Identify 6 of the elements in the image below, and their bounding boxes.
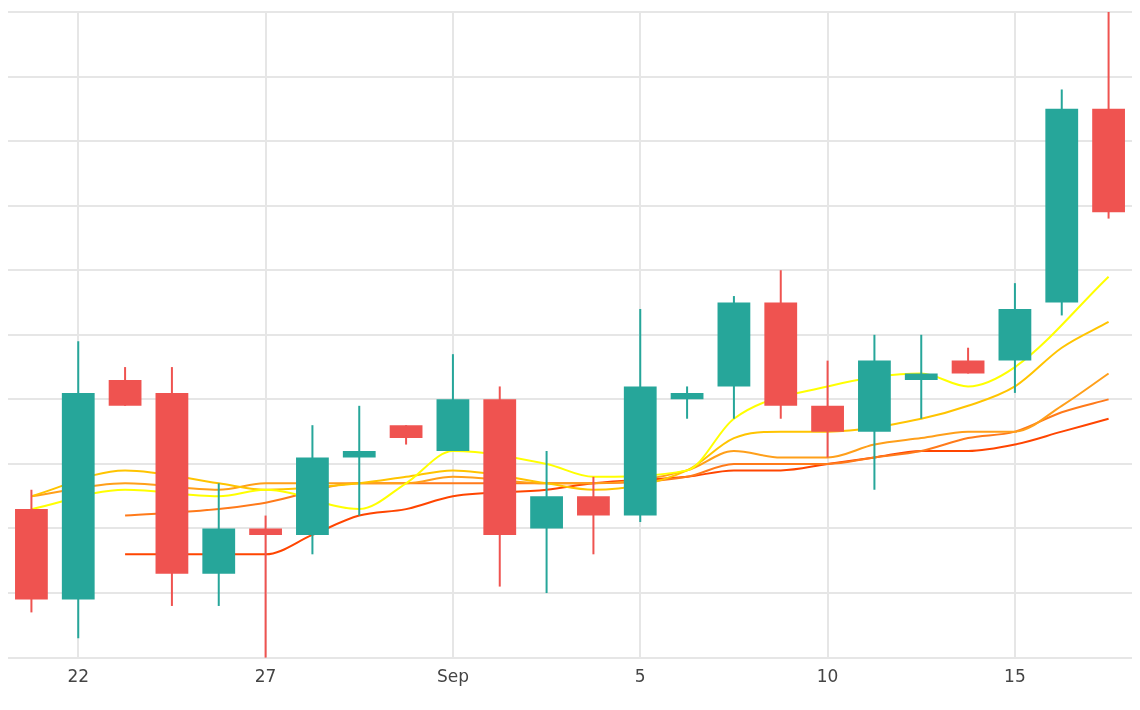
- x-tick-label: Sep: [436, 666, 469, 687]
- x-tick-label: 22: [67, 666, 90, 687]
- x-tick-label: 5: [634, 666, 646, 687]
- x-tick-label: 27: [254, 666, 277, 687]
- x-tick-label: 15: [1004, 666, 1026, 687]
- x-tick-label: 10: [816, 666, 839, 687]
